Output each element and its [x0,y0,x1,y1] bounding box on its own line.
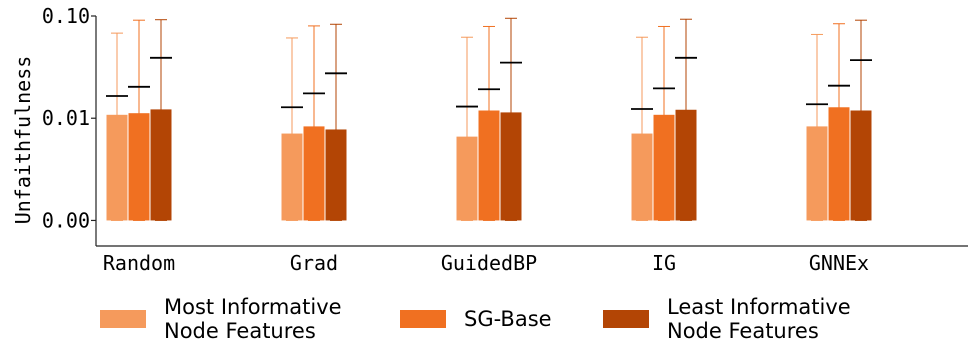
y-tick-label-2: 0.10 [42,4,90,28]
x-tick-label-ig: IG [652,251,676,275]
legend-label-s0: Most Informative Node Features [164,295,342,343]
legend-label-s2: Least Informative Node Features [667,295,851,343]
legend: Most Informative Node Features SG-Base Lea… [0,288,968,347]
x-tick-label-grad: Grad [290,251,338,275]
legend-swatch-s2 [603,310,649,328]
y-axis-title: Unfaithfulness [11,56,35,225]
x-tick-label-gnnex: GNNEx [809,251,869,275]
reference-mean-layer [106,56,872,110]
x-tick-label-guidedbp: GuidedBP [441,251,537,275]
x-tick-label-random: Random [103,251,175,275]
legend-item-s0: Most Informative Node Features [100,295,342,343]
ticks-layer: Random Grad GuidedBP IG GNNEx 0.00 0.01 0.10 [42,4,869,275]
legend-item-s2: Least Informative Node Features [603,295,851,343]
legend-label-s1: SG-Base [464,307,552,331]
legend-item-s1: SG-Base [400,295,552,343]
chart-svg: Random Grad GuidedBP IG GNNEx 0.00 0.01 0.10 Un… [11,4,968,275]
legend-swatch-s0 [100,310,146,328]
legend-swatch-s1 [400,310,446,328]
y-tick-label-0: 0.00 [42,208,90,232]
errorbars-layer [111,17,867,221]
axes-layer [95,16,968,247]
y-tick-label-1: 0.01 [42,106,90,130]
